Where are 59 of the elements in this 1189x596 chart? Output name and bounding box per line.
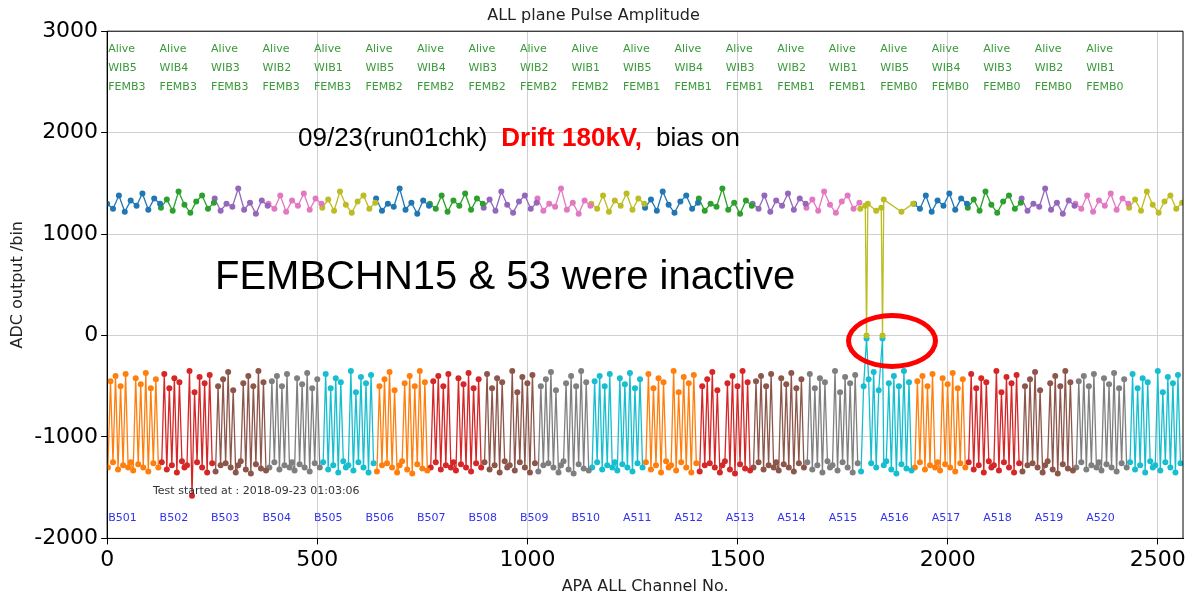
annotation: Alive WIB1 FEMB0 — [1086, 41, 1124, 96]
annotation: A513 — [725, 510, 755, 527]
y-tick-label: -2000 — [34, 524, 99, 550]
annotation: Alive WIB1 FEMB3 — [314, 41, 352, 96]
annotation: Alive WIB1 FEMB2 — [571, 41, 609, 96]
annotation: Alive WIB4 FEMB2 — [416, 41, 455, 96]
chart-title: ALL plane Pulse Amplitude — [487, 4, 700, 24]
annotation: Drift 180kV, — [501, 122, 643, 153]
y-tick-label: 1000 — [42, 219, 99, 245]
annotation: B503 — [211, 510, 240, 527]
annotation: FEMBCHN15 & 53 were inactive — [215, 253, 796, 297]
annotation: Alive WIB2 FEMB1 — [777, 41, 815, 96]
annotation: B507 — [416, 510, 446, 527]
y-tick-label: 3000 — [42, 16, 99, 42]
annotation: Alive WIB4 FEMB1 — [674, 41, 712, 96]
annotation: Alive WIB3 FEMB2 — [468, 41, 506, 96]
annotation: B508 — [468, 510, 497, 527]
annotation: A519 — [1034, 510, 1064, 527]
annotation: Alive WIB3 FEMB1 — [725, 41, 764, 96]
annotation: A516 — [880, 510, 909, 527]
annotation: A511 — [622, 510, 652, 527]
x-tick-label: 1500 — [709, 546, 766, 572]
y-tick-label: 0 — [84, 321, 99, 347]
annotation: A512 — [674, 510, 703, 527]
annotation: Alive WIB4 FEMB0 — [931, 41, 970, 96]
annotation: B502 — [159, 510, 189, 527]
annotation: A520 — [1086, 510, 1115, 527]
annotation: A515 — [828, 510, 858, 527]
annotation: A517 — [931, 510, 961, 527]
annotation: B504 — [262, 510, 292, 527]
annotation: B505 — [314, 510, 343, 527]
annotation: 09/23(run01chk) — [298, 122, 488, 153]
annotation: Alive WIB1 FEMB1 — [828, 41, 867, 96]
annotation: Alive WIB2 FEMB3 — [262, 41, 300, 96]
annotation: B509 — [519, 510, 549, 527]
x-tick-label: 1000 — [499, 546, 556, 572]
annotation: Alive WIB5 FEMB3 — [108, 41, 146, 96]
x-tick-label: 500 — [296, 546, 339, 572]
y-tick-label: -1000 — [34, 422, 99, 448]
annotation: bias on — [656, 122, 740, 153]
x-tick-label: 2500 — [1129, 546, 1186, 572]
y-axis-title: ADC output /bin — [6, 221, 26, 349]
x-tick-label: 2000 — [919, 546, 976, 572]
annotation: B506 — [365, 510, 395, 527]
annotation: Alive WIB5 FEMB2 — [365, 41, 403, 96]
annotation: B510 — [571, 510, 600, 527]
annotation: Alive WIB4 FEMB3 — [159, 41, 197, 96]
x-axis-title: APA ALL Channel No. — [561, 575, 729, 595]
annotation: A518 — [983, 510, 1012, 527]
annotation: Alive WIB3 FEMB0 — [983, 41, 1021, 96]
x-tick-label: 0 — [100, 546, 115, 572]
annotation: Alive WIB2 FEMB2 — [519, 41, 558, 96]
annotation: B501 — [108, 510, 137, 527]
y-tick-label: 2000 — [42, 118, 99, 144]
annotation: Alive WIB5 FEMB0 — [880, 41, 918, 96]
annotation: Alive WIB2 FEMB0 — [1034, 41, 1073, 96]
annotation: Alive WIB5 FEMB1 — [622, 41, 661, 96]
annotation: Alive WIB3 FEMB3 — [211, 41, 249, 96]
annotation: A514 — [777, 510, 806, 527]
